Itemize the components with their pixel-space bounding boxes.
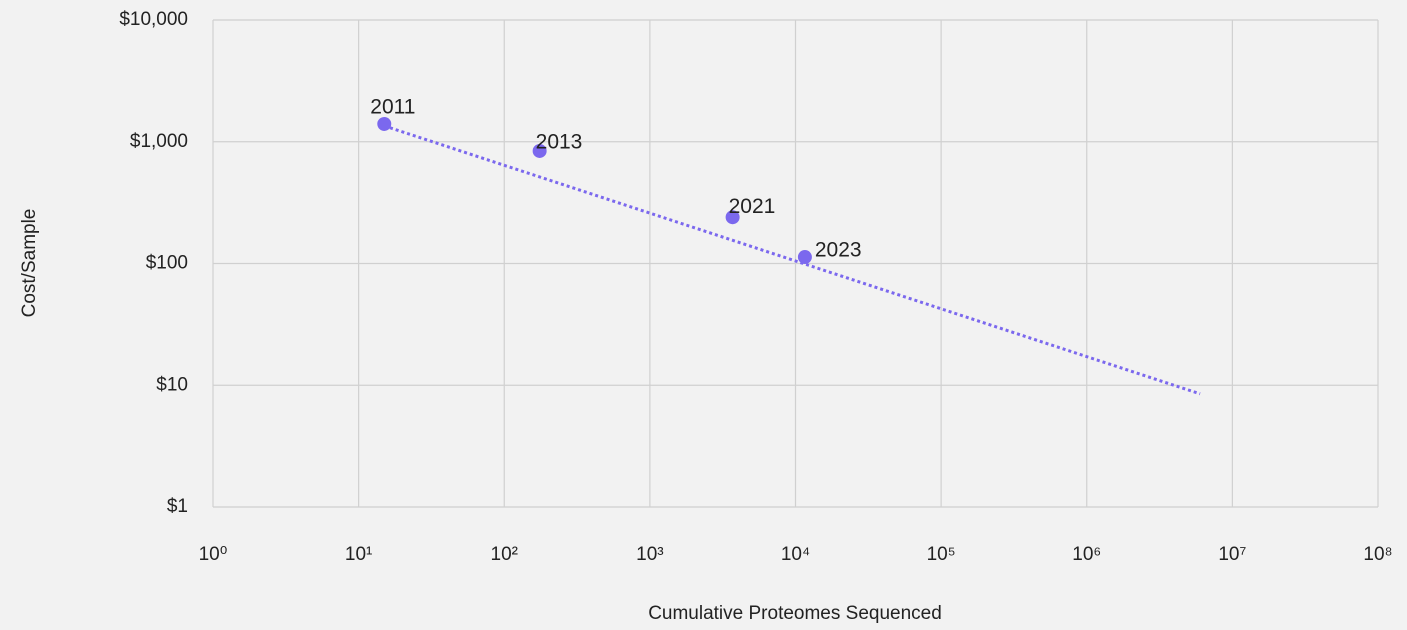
x-tick-label: 10⁴ (781, 544, 810, 565)
y-tick-label: $1,000 (130, 131, 188, 152)
point (725, 210, 740, 225)
x-tick-label: 10² (491, 544, 518, 565)
point-label: 2013 (536, 131, 583, 154)
point-label: 2011 (370, 96, 415, 119)
point-label: 2021 (729, 195, 776, 218)
point (797, 250, 812, 265)
point (532, 143, 547, 158)
x-axis-title: Cumulative Proteomes Sequenced (648, 603, 942, 624)
point (377, 116, 392, 131)
x-tick-label: 10⁷ (1218, 544, 1246, 565)
y-tick-label: $100 (146, 253, 188, 274)
y-axis-title: Cost/Sample (19, 209, 40, 318)
x-tick-label: 10⁸ (1363, 544, 1392, 565)
point-label: 2023 (815, 239, 862, 262)
trendline (383, 124, 1201, 396)
x-tick-label: 10³ (636, 544, 663, 565)
y-tick-label: $1 (167, 496, 188, 517)
x-tick-label: 10⁰ (199, 544, 228, 565)
y-tick-label: $10 (156, 374, 188, 395)
x-tick-label: 10¹ (345, 544, 372, 565)
x-tick-label: 10⁶ (1072, 544, 1101, 565)
y-tick-label: $10,000 (119, 9, 188, 30)
x-tick-label: 10⁵ (927, 544, 956, 565)
